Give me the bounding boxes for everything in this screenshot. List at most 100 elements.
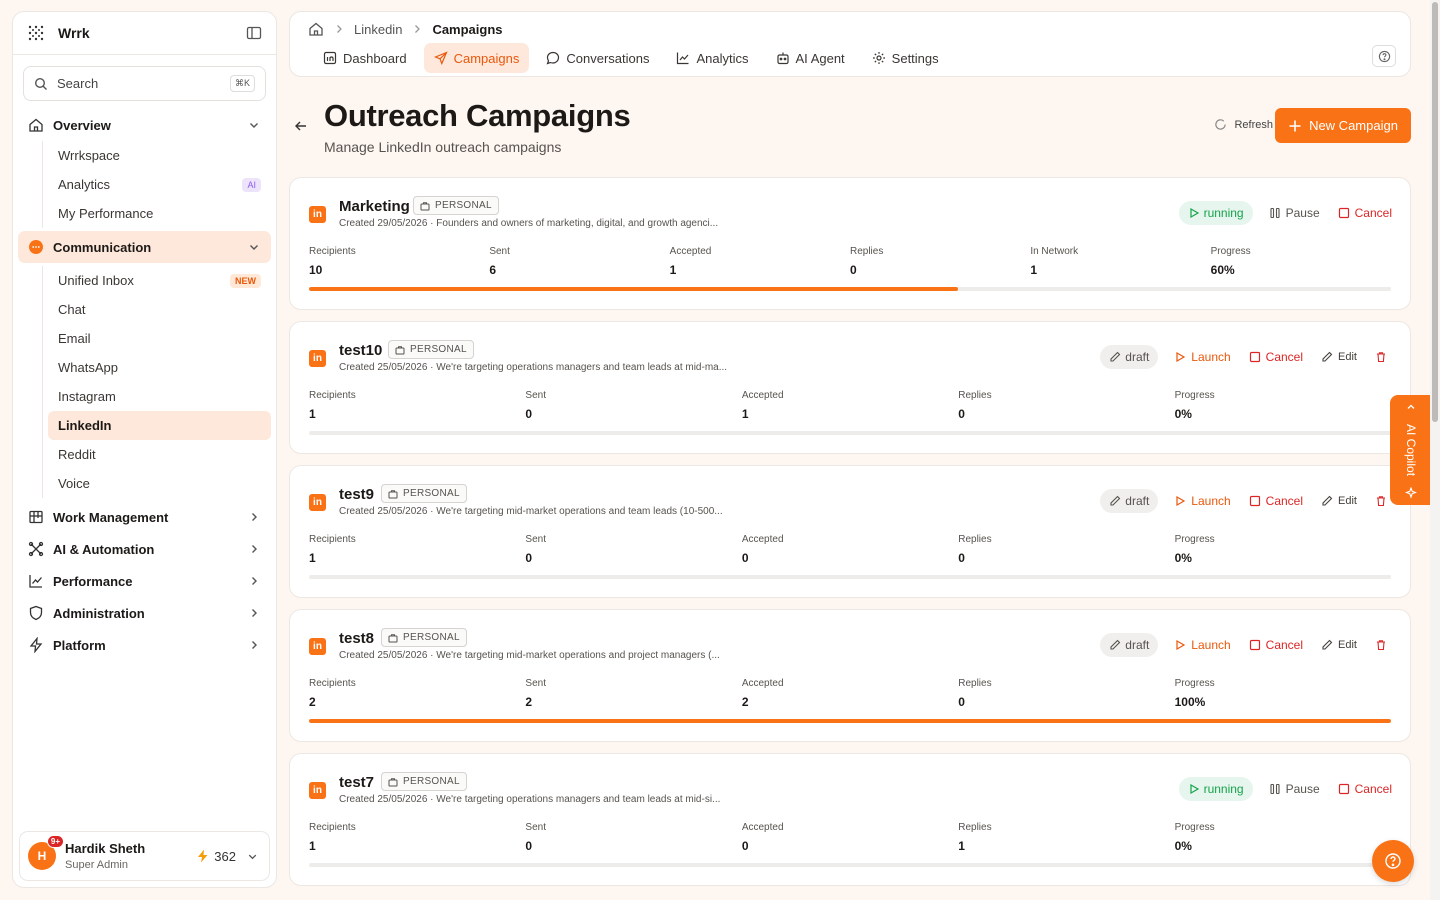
campaign-description: Created 29/05/2026 · Founders and owners… bbox=[339, 218, 719, 229]
sidebar-item-label: Instagram bbox=[58, 389, 116, 404]
pencil-icon bbox=[1322, 351, 1333, 362]
campaign-card[interactable]: in test10 PERSONAL Created 25/05/2026 · … bbox=[289, 321, 1411, 454]
cancel-button[interactable]: Cancel bbox=[1338, 206, 1392, 220]
tab-label: Settings bbox=[891, 50, 939, 66]
home-icon[interactable] bbox=[308, 21, 324, 37]
help-fab-button[interactable] bbox=[1372, 840, 1414, 882]
user-menu[interactable]: H 9+ Hardik Sheth Super Admin 362 bbox=[19, 831, 270, 881]
chevron-right-icon bbox=[252, 577, 257, 585]
sidebar-nav: Overview Wrrkspace Analytics AI My Perfor… bbox=[13, 109, 276, 661]
sidebar-item-unified-inbox[interactable]: Unified Inbox NEW bbox=[48, 266, 271, 295]
sidebar-section-ai-automation[interactable]: AI & Automation bbox=[18, 533, 271, 565]
stat-label: Replies bbox=[958, 534, 992, 545]
stat-sent: Sent 2 bbox=[525, 678, 741, 709]
breadcrumb-linkedin[interactable]: Linkedin bbox=[354, 21, 403, 37]
scrollbar-thumb[interactable] bbox=[1432, 2, 1438, 422]
cancel-label: Cancel bbox=[1354, 206, 1392, 220]
campaign-card[interactable]: in test7 PERSONAL Created 25/05/2026 · W… bbox=[289, 753, 1411, 886]
sidebar-item-label: Wrrkspace bbox=[58, 148, 120, 163]
stat-value: 1 bbox=[309, 551, 316, 565]
campaign-description: Created 25/05/2026 · We're targeting mid… bbox=[339, 650, 720, 661]
sidebar-item-instagram[interactable]: Instagram bbox=[48, 382, 271, 411]
cancel-button[interactable]: Cancel bbox=[1338, 782, 1392, 796]
stat-label: Sent bbox=[489, 246, 510, 257]
stat-value: 1 bbox=[309, 839, 316, 853]
tab-dashboard[interactable]: Dashboard bbox=[313, 43, 417, 73]
cancel-button[interactable]: Cancel bbox=[1249, 638, 1303, 652]
personal-tag: PERSONAL bbox=[381, 772, 467, 791]
sidebar-item-linkedin[interactable]: LinkedIn bbox=[48, 411, 271, 440]
bolt-icon bbox=[198, 849, 208, 863]
sidebar-item-whatsapp[interactable]: WhatsApp bbox=[48, 353, 271, 382]
stat-label: Recipients bbox=[309, 390, 356, 401]
tab-settings[interactable]: Settings bbox=[862, 43, 949, 73]
edit-button[interactable]: Edit bbox=[1321, 639, 1357, 651]
tab-conversations[interactable]: Conversations bbox=[536, 43, 659, 73]
sidebar-section-overview[interactable]: Overview bbox=[18, 109, 271, 141]
stat-progress: Progress 0% bbox=[1175, 534, 1391, 565]
stat-label: Progress bbox=[1174, 534, 1215, 545]
campaign-card[interactable]: in Marketing PERSONAL Created 29/05/2026… bbox=[289, 177, 1411, 310]
campaign-card[interactable]: in test8 PERSONAL Created 25/05/2026 · W… bbox=[289, 609, 1411, 742]
status-label: draft bbox=[1125, 638, 1150, 652]
edit-button[interactable]: Edit bbox=[1321, 351, 1357, 363]
help-button[interactable] bbox=[1372, 45, 1396, 67]
campaign-actions: running Pause Cancel bbox=[1178, 201, 1392, 225]
launch-button[interactable]: Launch bbox=[1174, 350, 1231, 364]
search-input[interactable]: Search ⌘K bbox=[23, 66, 266, 101]
sidebar-section-work-management[interactable]: Work Management bbox=[18, 501, 271, 533]
sidebar-section-platform[interactable]: Platform bbox=[18, 629, 271, 661]
pause-label: Pause bbox=[1285, 206, 1320, 220]
launch-button[interactable]: Launch bbox=[1174, 638, 1231, 652]
chevron-down-icon bbox=[250, 245, 258, 250]
cancel-button[interactable]: Cancel bbox=[1249, 494, 1303, 508]
delete-button[interactable] bbox=[1375, 639, 1392, 651]
tag-label: PERSONAL bbox=[435, 200, 492, 211]
pause-button[interactable]: Pause bbox=[1269, 782, 1320, 796]
stat-value: 1 bbox=[1030, 263, 1037, 277]
tab-campaigns[interactable]: Campaigns bbox=[423, 43, 530, 73]
stat-value: 1 bbox=[958, 839, 965, 853]
sidebar-section-administration[interactable]: Administration bbox=[18, 597, 271, 629]
stat-value: 0 bbox=[958, 551, 965, 565]
cancel-button[interactable]: Cancel bbox=[1249, 350, 1303, 364]
campaign-card[interactable]: in test9 PERSONAL Created 25/05/2026 · W… bbox=[289, 465, 1411, 598]
question-icon bbox=[1378, 50, 1390, 62]
new-campaign-button[interactable]: New Campaign bbox=[1275, 108, 1411, 143]
arrow-left-icon[interactable] bbox=[293, 118, 309, 134]
tab-label: Campaigns bbox=[453, 50, 520, 66]
sidebar-item-wrrkspace[interactable]: Wrrkspace bbox=[48, 141, 271, 170]
sidebar-item-email[interactable]: Email bbox=[48, 324, 271, 353]
tab-analytics[interactable]: Analytics bbox=[666, 43, 758, 73]
chevron-right-icon bbox=[252, 609, 257, 617]
campaign-stats: Recipients 2 Sent 2 Accepted 2 Replies 0 Pro… bbox=[309, 678, 1391, 709]
stat-value: 0 bbox=[525, 407, 533, 421]
delete-button[interactable] bbox=[1375, 495, 1392, 507]
refresh-icon bbox=[1215, 119, 1227, 130]
page-scrollbar[interactable] bbox=[1430, 0, 1440, 900]
sidebar-item-label: Reddit bbox=[58, 447, 96, 462]
sparkle-icon bbox=[1405, 487, 1417, 499]
linkedin-square-icon bbox=[323, 51, 337, 65]
sidebar-item-chat[interactable]: Chat bbox=[48, 295, 271, 324]
stat-label: Progress bbox=[1174, 822, 1215, 833]
search-placeholder: Search bbox=[57, 76, 99, 91]
stat-value: 2 bbox=[741, 695, 749, 709]
edit-button[interactable]: Edit bbox=[1321, 495, 1357, 507]
sidebar-item-voice[interactable]: Voice bbox=[48, 469, 271, 498]
refresh-button[interactable]: Refresh bbox=[1214, 118, 1273, 131]
sidebar-item-reddit[interactable]: Reddit bbox=[48, 440, 271, 469]
sidebar-item-my-performance[interactable]: My Performance bbox=[48, 199, 271, 228]
sidebar-toggle-icon[interactable] bbox=[246, 25, 262, 41]
launch-button[interactable]: Launch bbox=[1174, 494, 1231, 508]
pause-button[interactable]: Pause bbox=[1269, 206, 1320, 220]
tab-ai-agent[interactable]: AI Agent bbox=[766, 43, 855, 73]
sidebar-item-analytics[interactable]: Analytics AI bbox=[48, 170, 271, 199]
stat-value: 100% bbox=[1174, 695, 1206, 709]
stat-value: 6 bbox=[489, 263, 497, 277]
ai-copilot-tab[interactable]: AI Copilot bbox=[1390, 395, 1432, 505]
sidebar-section-communication[interactable]: Communication bbox=[18, 231, 271, 263]
chevron-right-icon bbox=[337, 25, 342, 33]
delete-button[interactable] bbox=[1375, 351, 1392, 363]
sidebar-section-performance[interactable]: Performance bbox=[18, 565, 271, 597]
